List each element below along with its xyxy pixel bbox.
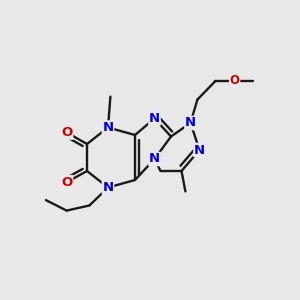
Text: O: O	[61, 176, 73, 189]
Text: O: O	[61, 126, 73, 139]
Text: O: O	[230, 74, 240, 88]
Text: N: N	[102, 181, 114, 194]
Text: N: N	[149, 152, 160, 166]
Text: N: N	[194, 143, 205, 157]
Text: N: N	[149, 112, 160, 125]
Text: N: N	[102, 121, 114, 134]
Text: N: N	[185, 116, 196, 130]
